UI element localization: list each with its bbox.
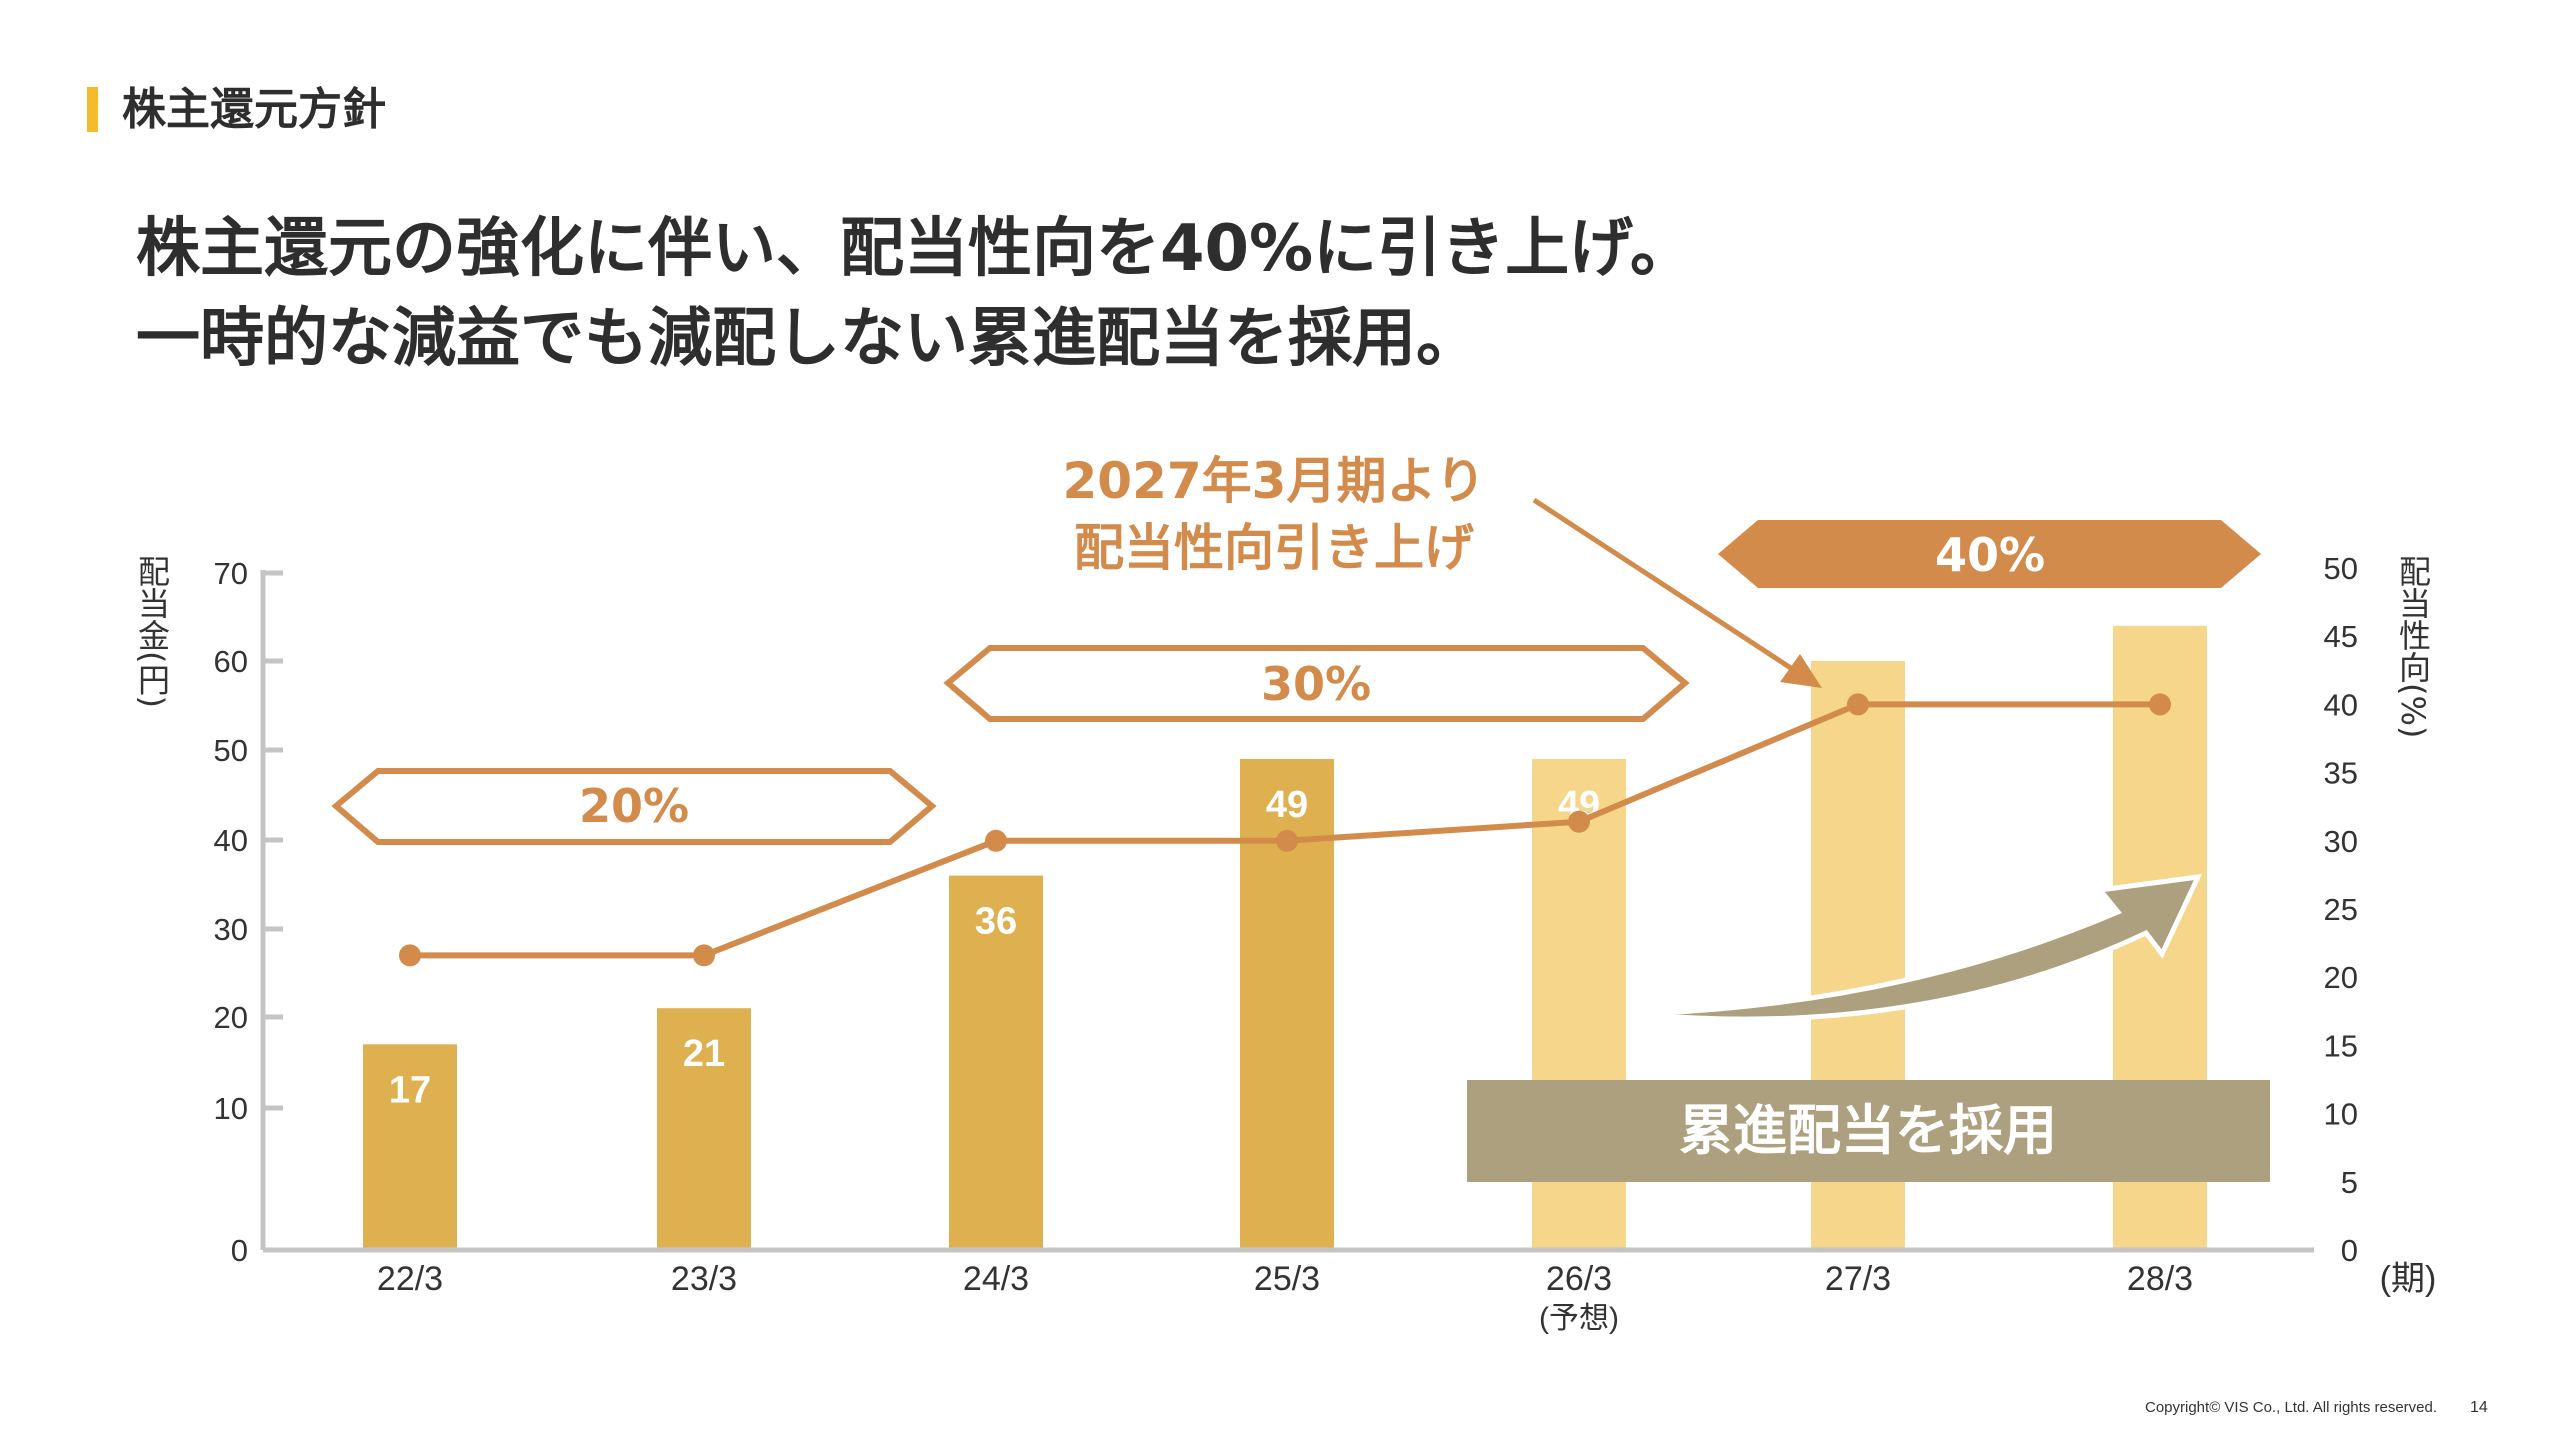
ratio-20-label: 20% <box>579 779 689 833</box>
ratio-40-badge <box>1718 520 2261 588</box>
right-tick-label: 45 <box>2324 619 2358 654</box>
right-tick-label: 10 <box>2324 1097 2358 1132</box>
ratio-30-badge <box>943 645 1690 722</box>
callout-line2: 配当性向引き上げ <box>1074 519 1474 577</box>
page-number: 14 <box>2470 1399 2488 1416</box>
payout-point-24/3 <box>985 829 1007 852</box>
bar-22/3 <box>363 1044 457 1250</box>
right-axis-title: 配当性向(%) <box>2394 555 2432 738</box>
bar-23/3 <box>657 1008 751 1250</box>
left-tick-label: 20 <box>214 1000 248 1035</box>
bar-value-label: 49 <box>1266 784 1308 826</box>
left-tick-label: 10 <box>214 1091 248 1126</box>
payout-line-group <box>399 693 2171 967</box>
left-tick-label: 0 <box>231 1233 248 1268</box>
left-tick-label: 40 <box>214 823 248 858</box>
payout-point-25/3 <box>1276 829 1298 852</box>
x-unit-label: (期) <box>2380 1260 2437 1298</box>
headline-line2: 一時的な減益でも減配しない累進配当を採用。 <box>136 302 1480 376</box>
copyright: Copyright© VIS Co., Ltd. All rights rese… <box>2145 1399 2437 1416</box>
x-tick-label: 26/3 <box>1546 1260 1612 1298</box>
x-tick-label: 22/3 <box>377 1260 443 1298</box>
payout-point-28/3 <box>2149 693 2171 716</box>
left-axis-title: 配当金(円) <box>133 555 171 708</box>
right-tick-label: 15 <box>2324 1028 2358 1063</box>
x-tick-note: (予想) <box>1539 1302 1619 1335</box>
ratio-40-label: 40% <box>1935 528 2045 582</box>
left-tick-label: 50 <box>214 733 248 768</box>
section-accent-bar <box>87 87 98 132</box>
x-tick-label: 27/3 <box>1825 1260 1891 1298</box>
left-tick-label: 70 <box>214 556 248 591</box>
right-tick-label: 25 <box>2324 892 2358 927</box>
right-tick-label: 5 <box>2341 1165 2358 1200</box>
bar-value-label: 21 <box>683 1033 725 1075</box>
right-tick-label: 35 <box>2324 756 2358 791</box>
progressive-dividend-box <box>1467 1080 2270 1182</box>
callout-arrow-line <box>1532 497 1802 677</box>
payout-point-26/3 <box>1568 810 1590 833</box>
left-tick-label: 30 <box>214 912 248 947</box>
callout-line1: 2027年3月期より <box>1063 452 1486 510</box>
ratio-30-label: 30% <box>1261 657 1371 711</box>
ratio-20-badge <box>331 768 937 845</box>
section-title: 株主還元方針 <box>122 84 386 135</box>
growth-arrow-icon <box>1635 873 2203 1022</box>
x-tick-label: 25/3 <box>1254 1260 1320 1298</box>
progressive-dividend-label: 累進配当を採用 <box>1679 1099 2057 1162</box>
bar-value-label: 36 <box>975 901 1017 943</box>
payout-point-27/3 <box>1847 693 1869 716</box>
x-tick-label: 28/3 <box>2127 1260 2193 1298</box>
bar-24/3 <box>949 875 1043 1250</box>
axes-group: 0 10 20 30 40 50 60 70 0 5 10 15 20 25 30 35 40 45 50 22/3 2… <box>133 551 2436 1335</box>
headline-line1: 株主還元の強化に伴い、配当性向を40%に引き上げ。 <box>136 212 1694 286</box>
bar-value-label: 17 <box>389 1069 431 1111</box>
right-tick-label: 50 <box>2324 551 2358 586</box>
payout-point-23/3 <box>693 944 715 967</box>
right-tick-label: 0 <box>2341 1233 2358 1268</box>
left-tick-label: 60 <box>214 644 248 679</box>
x-tick-label: 23/3 <box>671 1260 737 1298</box>
right-tick-label: 30 <box>2324 824 2358 859</box>
payout-point-22/3 <box>399 944 421 967</box>
callout-arrow-head-icon <box>1780 654 1822 688</box>
right-tick-label: 20 <box>2324 960 2358 995</box>
right-tick-label: 40 <box>2324 687 2358 722</box>
x-tick-label: 24/3 <box>963 1260 1029 1298</box>
